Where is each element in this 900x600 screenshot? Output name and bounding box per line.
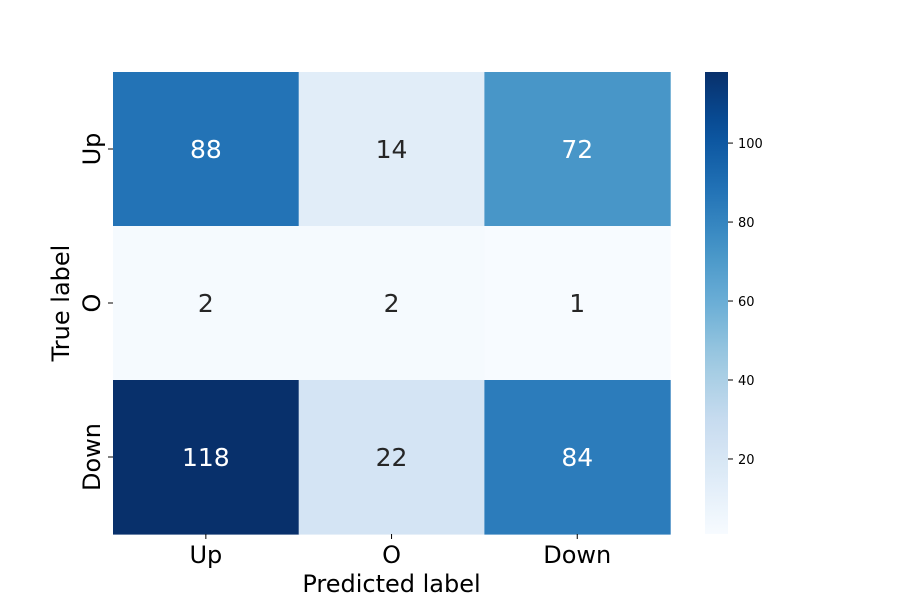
- x-axis-label: Predicted label: [302, 570, 480, 598]
- x-axis-ticks: Up O Down: [189, 534, 611, 569]
- y-tick-label: O: [78, 294, 106, 313]
- heatmap-cell: [113, 226, 300, 381]
- y-axis-ticks: Up O Down: [78, 133, 113, 491]
- colorbar-tick-label: 60: [738, 295, 755, 310]
- cell-value-label: 22: [376, 443, 408, 472]
- colorbar: 20 40 60 80 100: [705, 72, 763, 534]
- heatmap-cell: [484, 72, 671, 227]
- colorbar-tick-label: 20: [738, 453, 755, 468]
- colorbar-gradient: [705, 72, 728, 534]
- x-tick-label: Up: [189, 541, 222, 569]
- colorbar-tick-label: 40: [738, 374, 755, 389]
- cell-value-label: 2: [198, 289, 214, 318]
- heatmap-cell: [484, 226, 671, 381]
- cell-value-label: 118: [182, 443, 230, 472]
- heatmap-cell: [298, 380, 485, 535]
- colorbar-tick-label: 100: [738, 137, 763, 152]
- cell-value-label: 2: [384, 289, 400, 318]
- y-axis-label: True label: [47, 245, 75, 363]
- y-tick-label: Down: [78, 423, 106, 491]
- heatmap-cell: [298, 226, 485, 381]
- heatmap-cell: [113, 380, 300, 535]
- cell-value-label: 84: [561, 443, 593, 472]
- y-tick-label: Up: [78, 133, 106, 166]
- heatmap-cell: [113, 72, 300, 227]
- cell-value-label: 14: [376, 135, 408, 164]
- cell-value-label: 88: [190, 135, 222, 164]
- x-tick-label: Down: [543, 541, 611, 569]
- x-tick-label: O: [382, 541, 401, 569]
- colorbar-tick-label: 80: [738, 216, 755, 231]
- heatmap-cell: [298, 72, 485, 227]
- cell-value-label: 72: [561, 135, 593, 164]
- cell-value-label: 1: [569, 289, 585, 318]
- heatmap-cell: [484, 380, 671, 535]
